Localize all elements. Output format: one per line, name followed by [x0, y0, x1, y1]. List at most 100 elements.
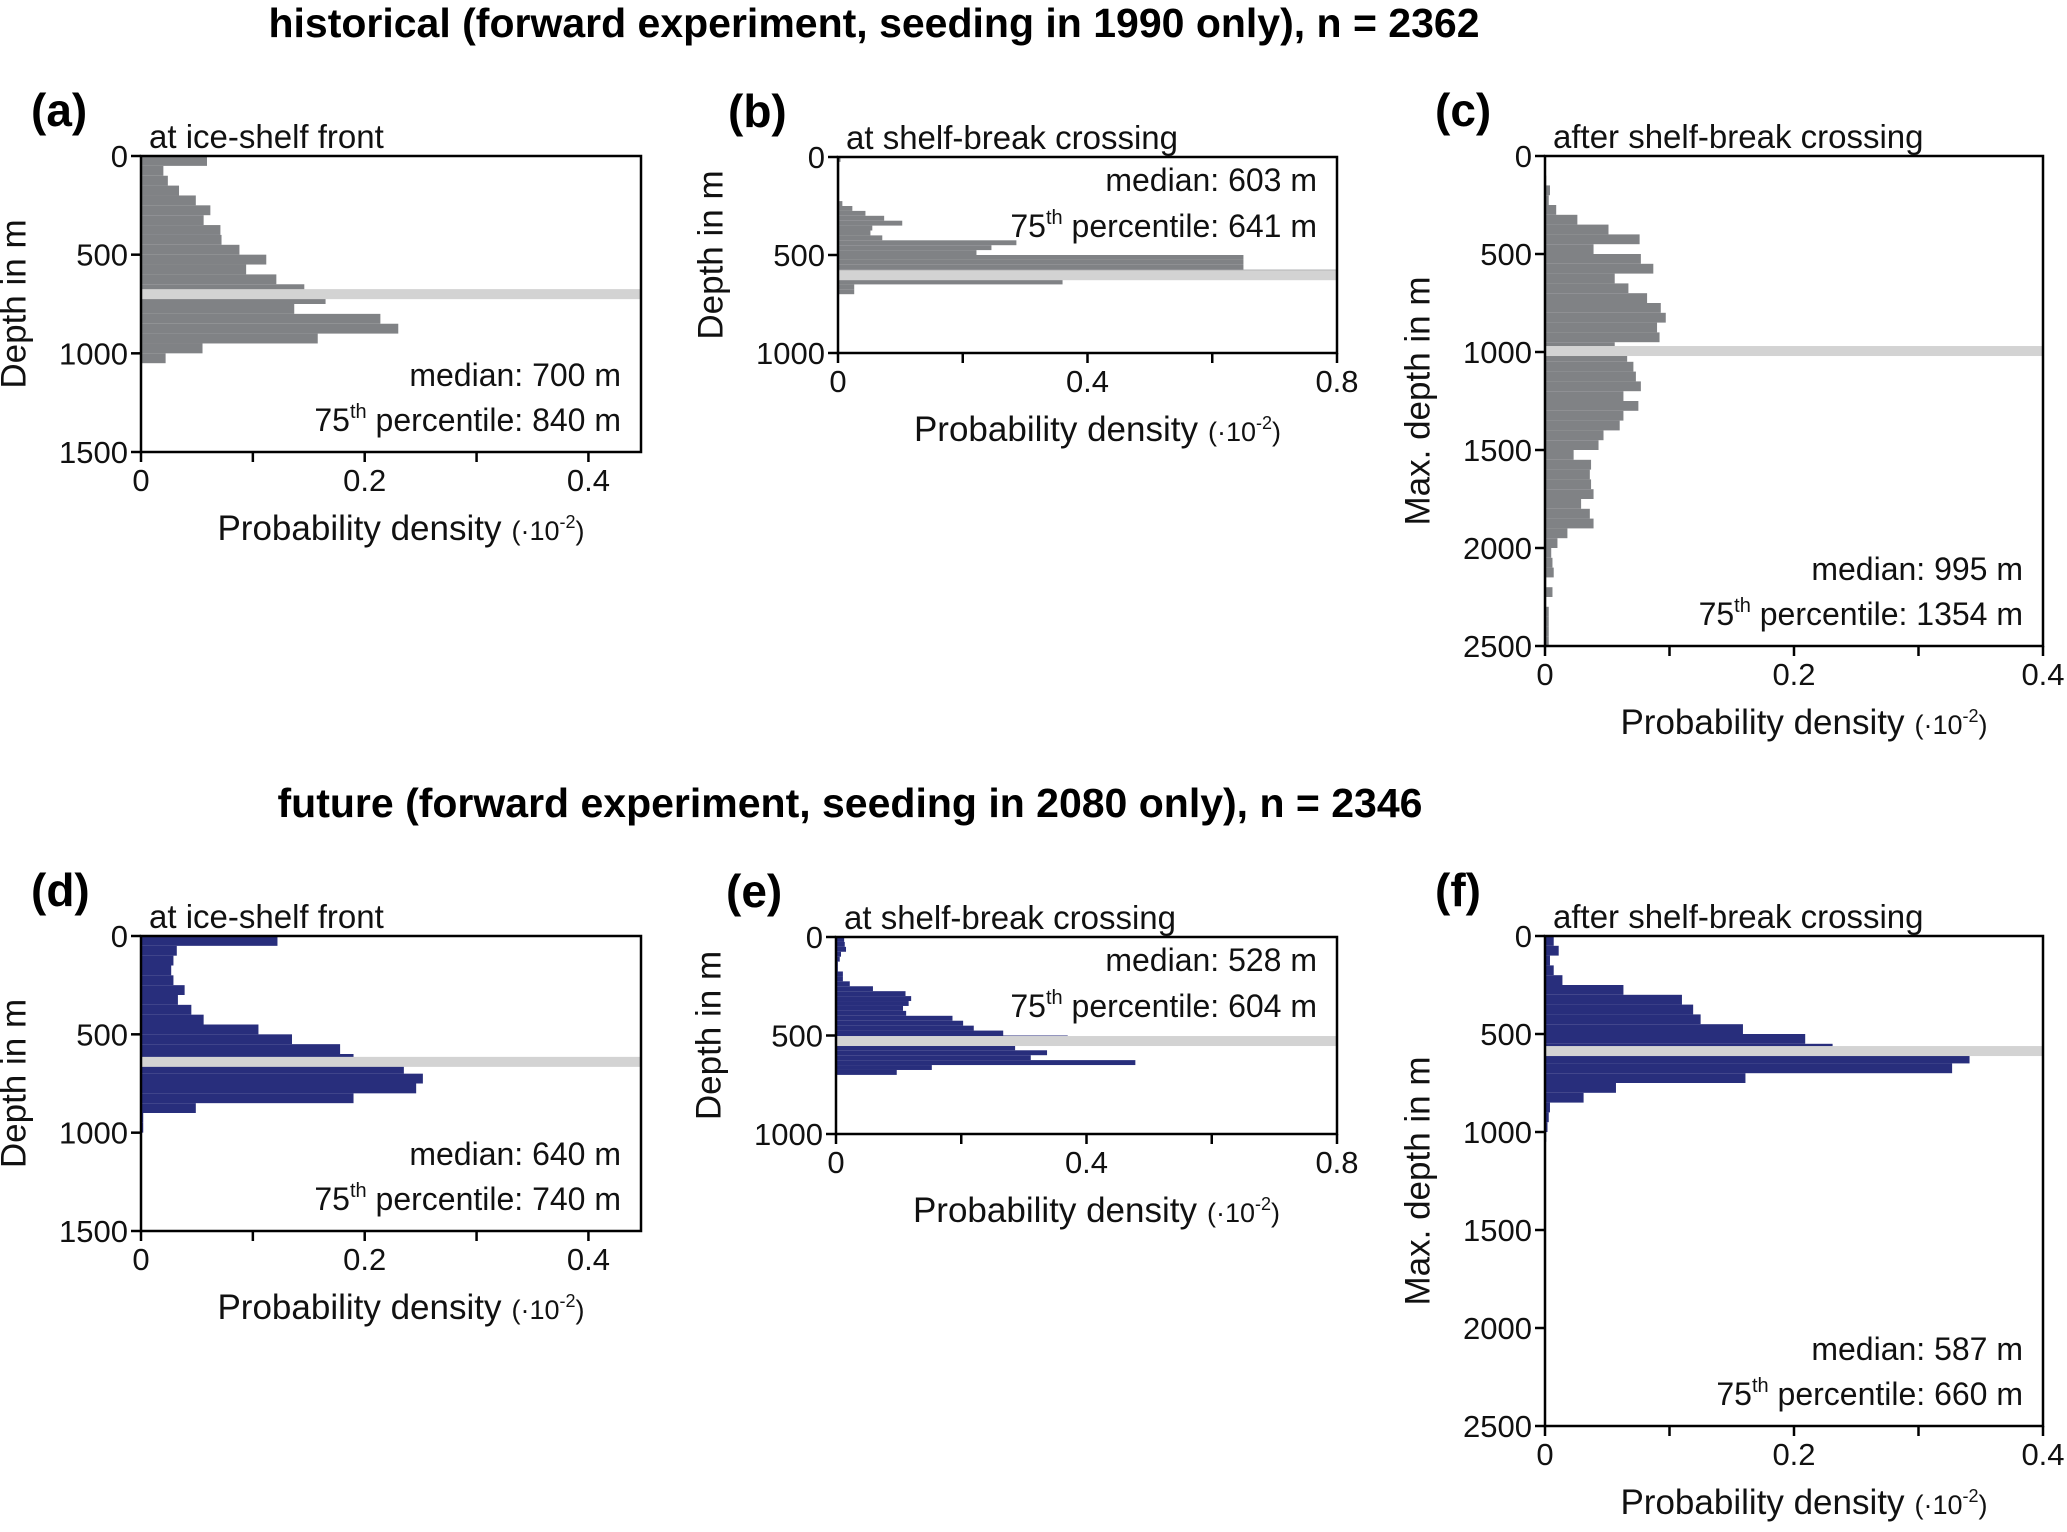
histogram-bar — [1545, 489, 1594, 499]
x-tick-label: 0.4 — [567, 463, 610, 498]
histogram-bar — [1545, 1073, 1746, 1083]
histogram-bar — [838, 220, 903, 226]
histogram-bar — [838, 225, 873, 231]
histogram-bar — [836, 1020, 964, 1026]
histogram-bar — [836, 1010, 907, 1016]
p75-annotation: 75th percentile: 604 m — [1010, 987, 1317, 1024]
histogram-bar — [836, 976, 843, 982]
histogram-bar — [1545, 430, 1604, 441]
histogram-bar — [1545, 283, 1629, 294]
histogram-bar — [1545, 214, 1578, 225]
x-axis-unit-prefix: (·10 — [512, 1295, 560, 1325]
y-tick-label: 1000 — [1463, 1115, 1532, 1150]
y-tick-label: 1500 — [59, 435, 128, 470]
x-axis-unit-exponent: -2 — [1255, 1194, 1271, 1214]
y-axis-label: Max. depth in m — [1398, 1057, 1437, 1306]
histogram-bar — [838, 235, 883, 241]
p75-superscript: th — [1046, 207, 1063, 229]
histogram-bar — [1545, 195, 1549, 205]
p75-text: percentile: 740 m — [367, 1181, 621, 1217]
histogram-bar — [1545, 1004, 1694, 1015]
histogram-bar — [1545, 1053, 1970, 1064]
histogram-bar — [141, 1034, 293, 1045]
panel-letter: (e) — [726, 865, 782, 917]
x-axis-label-text: Probability density — [217, 509, 502, 548]
histogram-bar — [836, 1030, 1004, 1036]
histogram-bar — [836, 971, 843, 977]
x-axis-unit-prefix: (·10 — [1207, 1198, 1255, 1228]
x-axis-unit-exponent: -2 — [560, 1291, 576, 1311]
panel-subtitle: at ice-shelf front — [149, 898, 384, 935]
histogram-bar — [836, 981, 850, 987]
histogram-bar — [836, 1015, 953, 1021]
panel-subtitle: after shelf-break crossing — [1553, 118, 1924, 155]
x-tick-label: 0 — [1536, 657, 1553, 692]
p75-annotation: 75th percentile: 1354 m — [1699, 595, 2023, 632]
panel-subtitle: at shelf-break crossing — [846, 119, 1178, 156]
histogram-bar — [1545, 332, 1660, 343]
p75-annotation: 75th percentile: 740 m — [314, 1180, 621, 1217]
x-tick-label: 0.2 — [343, 463, 386, 498]
histogram-bar — [1545, 587, 1553, 597]
histogram-bar — [141, 254, 267, 265]
histogram-bar — [141, 323, 399, 334]
histogram-bar — [1545, 499, 1582, 509]
panel-letter: (d) — [31, 864, 90, 916]
panel-letter: (b) — [728, 85, 787, 137]
x-tick-label: 0.2 — [1772, 1437, 1815, 1472]
y-axis-label: Depth in m — [691, 170, 730, 339]
histogram-bar — [141, 165, 164, 176]
histogram-bar — [1545, 528, 1568, 539]
panel-subtitle: at shelf-break crossing — [844, 899, 1176, 936]
histogram-bar — [141, 264, 247, 275]
median-annotation: median: 603 m — [1105, 162, 1317, 198]
y-tick-label: 0 — [1515, 919, 1532, 954]
x-axis-unit-suffix: ) — [576, 1295, 585, 1325]
histogram-bar — [836, 1060, 1136, 1066]
histogram-bar — [1545, 548, 1552, 558]
y-axis-label: Depth in m — [0, 999, 33, 1168]
histogram-bar — [1545, 459, 1592, 470]
histogram-bar — [1545, 273, 1615, 284]
x-tick-label: 0 — [829, 364, 846, 399]
median-band — [1546, 1046, 2042, 1057]
p75-number: 75 — [314, 402, 350, 438]
p75-text: percentile: 840 m — [367, 402, 621, 438]
p75-annotation: 75th percentile: 660 m — [1716, 1375, 2023, 1412]
p75-superscript: th — [350, 401, 367, 423]
histogram-bar — [141, 945, 177, 956]
histogram-bar — [1545, 322, 1658, 333]
y-tick-label: 1500 — [1463, 1213, 1532, 1248]
histogram-bar — [1545, 1014, 1701, 1025]
median-band — [142, 289, 640, 300]
histogram-bar — [836, 996, 912, 1002]
histogram-bar — [141, 1103, 196, 1113]
histogram-bar — [141, 244, 240, 255]
histogram-bar — [1545, 293, 1648, 303]
y-tick-label: 2000 — [1463, 531, 1532, 566]
histogram-bar — [141, 1044, 341, 1054]
median-annotation: median: 700 m — [409, 357, 621, 393]
panel-letter: (f) — [1435, 864, 1481, 916]
x-axis-unit-prefix: (·10 — [1208, 417, 1256, 447]
histogram-bar — [1545, 1083, 1616, 1093]
histogram-bar — [1545, 1092, 1584, 1103]
x-axis-label-text: Probability density — [217, 1288, 502, 1327]
histogram-bar — [141, 353, 166, 364]
x-axis-unit-exponent: -2 — [560, 512, 576, 532]
y-tick-label: 500 — [1480, 237, 1532, 272]
x-axis-label: Probability density (·10-2) — [914, 410, 1281, 449]
x-axis-unit-exponent: -2 — [1963, 1486, 1979, 1506]
histogram-bar — [141, 156, 207, 166]
histogram-bar — [141, 175, 168, 186]
histogram-bar — [1545, 975, 1563, 985]
p75-text: percentile: 1354 m — [1751, 596, 2023, 632]
p75-superscript: th — [1752, 1375, 1769, 1397]
y-tick-label: 0 — [111, 919, 128, 954]
histogram-bar — [1545, 371, 1636, 382]
